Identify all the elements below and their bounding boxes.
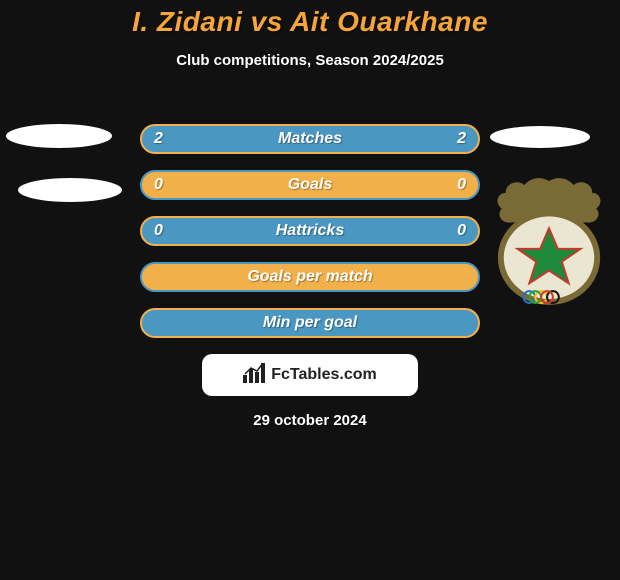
brand-text: FcTables.com bbox=[271, 366, 377, 384]
brand-box: FcTables.com bbox=[202, 354, 418, 396]
bars-icon bbox=[243, 363, 265, 388]
stat-row: 0Goals0 bbox=[140, 170, 480, 200]
stat-row: 2Matches2 bbox=[140, 124, 480, 154]
stats-column: 2Matches20Goals00Hattricks0Goals per mat… bbox=[140, 124, 480, 354]
placeholder-ellipse bbox=[6, 124, 112, 148]
page-title: I. Zidani vs Ait Ouarkhane bbox=[0, 6, 620, 38]
stat-left-value: 0 bbox=[154, 176, 184, 194]
club-crest bbox=[490, 172, 608, 312]
stat-row: Goals per match bbox=[140, 262, 480, 292]
stat-right-value: 2 bbox=[436, 130, 466, 148]
header: I. Zidani vs Ait Ouarkhane Club competiti… bbox=[0, 0, 620, 69]
placeholder-ellipse bbox=[18, 178, 122, 202]
date-text: 29 october 2024 bbox=[0, 412, 620, 429]
stat-right-value: 0 bbox=[436, 176, 466, 194]
stat-row: Min per goal bbox=[140, 308, 480, 338]
placeholder-ellipse bbox=[490, 126, 590, 148]
stat-right-value: 0 bbox=[436, 222, 466, 240]
stat-left-value: 2 bbox=[154, 130, 184, 148]
stat-label: Goals bbox=[184, 176, 436, 194]
stat-label: Matches bbox=[184, 130, 436, 148]
stat-row: 0Hattricks0 bbox=[140, 216, 480, 246]
stat-label: Min per goal bbox=[184, 314, 436, 332]
stat-left-value: 0 bbox=[154, 222, 184, 240]
stat-label: Hattricks bbox=[184, 222, 436, 240]
stat-label: Goals per match bbox=[184, 268, 436, 286]
subtitle: Club competitions, Season 2024/2025 bbox=[0, 52, 620, 69]
